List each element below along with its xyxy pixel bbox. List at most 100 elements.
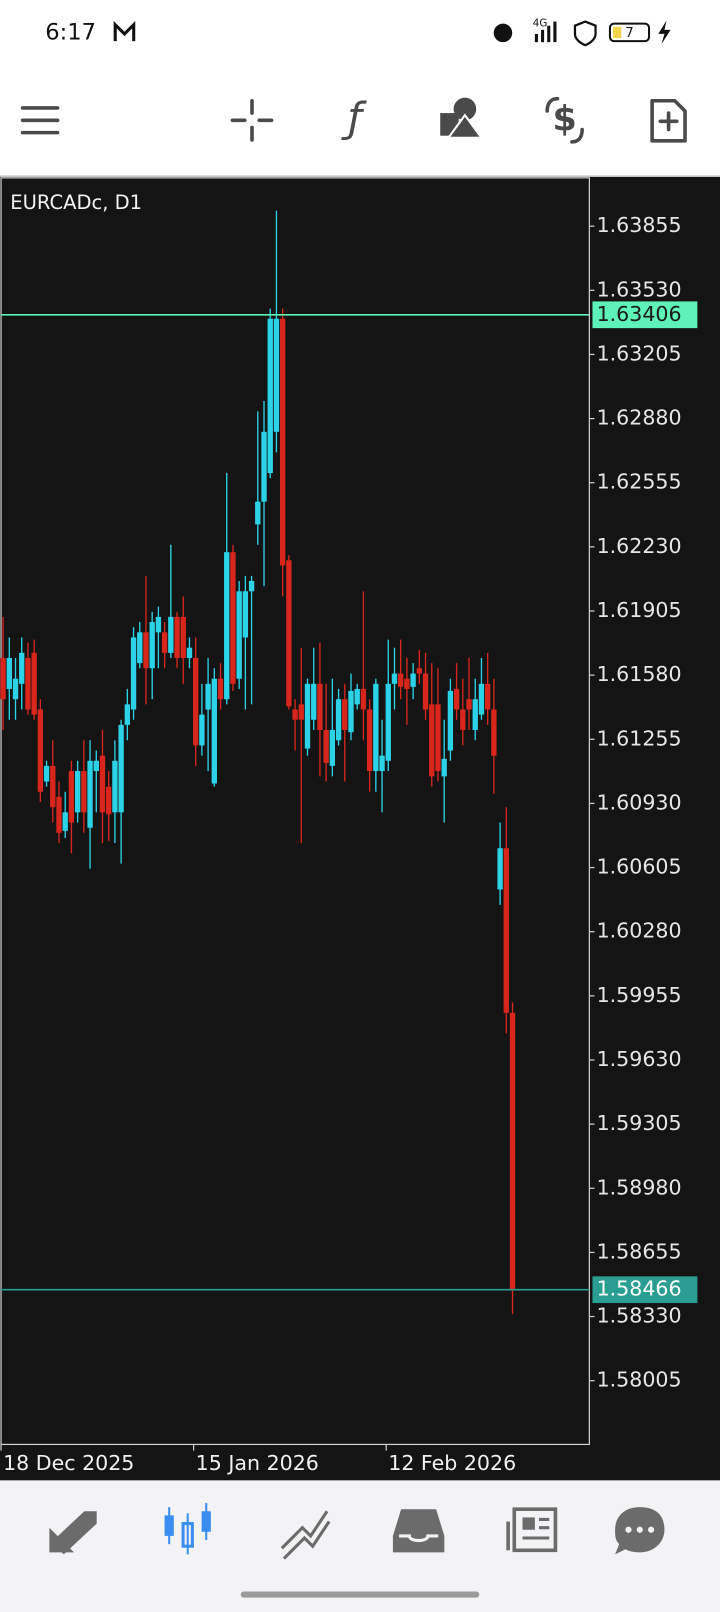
candle-body <box>12 678 19 700</box>
trade-tab[interactable] <box>280 1510 331 1560</box>
plot-frame <box>0 177 590 1446</box>
candle-body <box>348 690 354 733</box>
home-indicator <box>240 1591 480 1598</box>
y-tick-label: 1.58005 <box>597 1368 682 1392</box>
candle-body <box>130 637 137 710</box>
candle-body <box>379 755 385 772</box>
candle-body <box>0 657 6 700</box>
candle-body <box>87 760 93 828</box>
chat-tab[interactable] <box>615 1507 665 1555</box>
network-label: 4G <box>533 18 548 30</box>
candle-body <box>261 431 267 502</box>
y-tick-label: 1.59630 <box>597 1047 682 1071</box>
candle-body <box>366 709 373 772</box>
candle-body <box>106 786 112 815</box>
candle-body <box>43 765 50 782</box>
y-tick-label: 1.60605 <box>597 855 682 879</box>
candle-body <box>429 704 435 777</box>
candle-body <box>292 709 298 720</box>
candle-body <box>74 771 81 813</box>
candle-body <box>509 1012 516 1290</box>
x-tick-label: 18 Dec 2025 <box>3 1451 134 1475</box>
candle-body <box>323 730 329 763</box>
price-label-box <box>592 301 698 329</box>
charging-icon <box>658 20 671 45</box>
candle-body <box>478 683 485 715</box>
candle-body <box>398 673 404 687</box>
candle-body <box>193 657 199 746</box>
candle-body <box>317 683 323 731</box>
candle-body <box>329 730 336 766</box>
candle-body <box>404 678 410 689</box>
battery-icon <box>608 22 651 43</box>
alarm-icon <box>493 23 513 43</box>
shield-icon <box>573 20 597 47</box>
candle-body <box>93 760 99 772</box>
candle-body <box>174 616 180 658</box>
candle-body <box>385 683 391 761</box>
price-label-box <box>592 1276 698 1304</box>
mail-icon <box>113 20 136 42</box>
new-order-button[interactable] <box>650 98 687 143</box>
candle-body <box>491 709 497 756</box>
candle-body <box>186 647 193 658</box>
candle-body <box>37 709 44 792</box>
candle-body <box>242 591 249 638</box>
chart-tab[interactable] <box>164 1503 211 1555</box>
candle-body <box>435 704 441 772</box>
candle-body <box>99 755 106 813</box>
chart-title: EURCADc, D1 <box>10 191 142 214</box>
x-tick-label: 12 Feb 2026 <box>388 1451 516 1475</box>
candle-body <box>137 632 143 664</box>
y-tick-label: 1.62555 <box>597 470 682 494</box>
candle-body <box>503 848 509 1013</box>
candle-body <box>410 673 416 687</box>
y-tick-label: 1.59955 <box>597 983 682 1007</box>
candle-body <box>230 552 236 684</box>
candle-body <box>342 699 348 731</box>
news-tab[interactable] <box>506 1507 558 1553</box>
y-tick-label: 1.63205 <box>597 341 682 365</box>
y-tick-label: 1.58330 <box>597 1304 682 1328</box>
y-tick-label: 1.63530 <box>597 277 682 301</box>
candle-body <box>360 688 367 710</box>
candle-body <box>149 622 155 669</box>
candle-body <box>304 683 311 749</box>
candle-body <box>50 765 56 808</box>
price-label: 1.58466 <box>597 1277 682 1301</box>
candle-body <box>422 673 429 710</box>
candle-body <box>373 683 379 772</box>
candle-body <box>19 652 25 684</box>
y-tick-label: 1.61580 <box>597 662 682 686</box>
candle-body <box>25 657 31 710</box>
trade-button[interactable]: $ <box>545 96 584 144</box>
candle-body <box>447 690 454 751</box>
candle-body <box>205 683 211 710</box>
crosshair-button[interactable] <box>230 98 274 142</box>
candle-body <box>255 501 261 525</box>
candle-body <box>143 632 149 669</box>
price-label: 1.63406 <box>597 302 682 326</box>
candle-body <box>224 552 230 700</box>
menu-button[interactable] <box>20 106 60 135</box>
history-tab[interactable] <box>392 1509 445 1553</box>
candle-body <box>124 704 131 725</box>
quotes-tab[interactable] <box>49 1511 97 1555</box>
candle-body <box>112 760 118 813</box>
candle-body <box>286 560 292 707</box>
y-tick-label: 1.58655 <box>597 1239 682 1263</box>
status-time: 6:17 <box>45 19 96 45</box>
candle-body <box>453 688 460 710</box>
battery-level <box>613 26 622 39</box>
plot: 1.63855 1.63530 1.63205 1.62880 1.62555 1.622… <box>0 210 698 1475</box>
candle-body <box>6 657 12 689</box>
signal-icon <box>534 21 557 43</box>
y-tick-label: 1.58980 <box>597 1175 682 1199</box>
candle-body <box>335 699 342 741</box>
candle-body <box>354 688 360 705</box>
y-tick-label: 1.59305 <box>597 1111 682 1135</box>
candle-body <box>484 683 491 710</box>
candle-body <box>62 812 68 831</box>
objects-button[interactable] <box>440 97 484 139</box>
